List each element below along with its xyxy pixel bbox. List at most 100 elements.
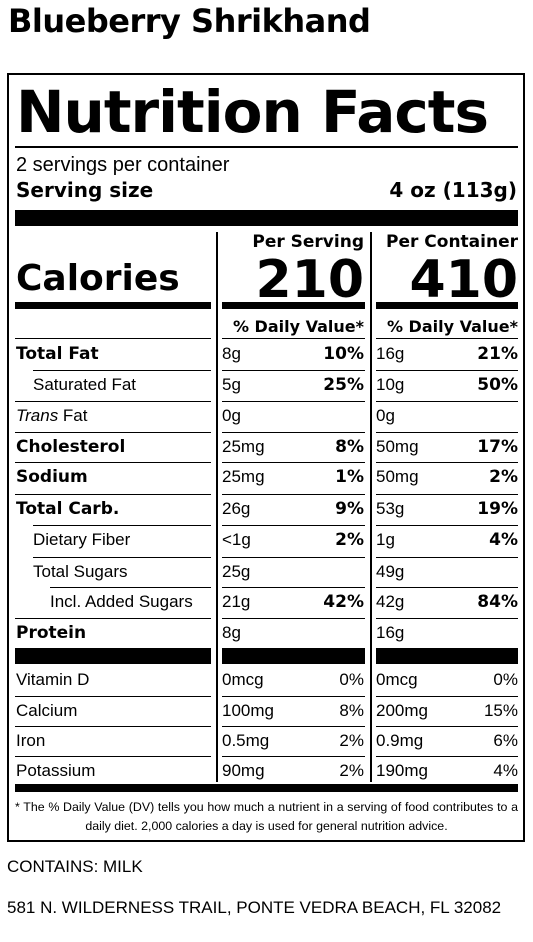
row-divider — [222, 557, 365, 558]
row-divider — [15, 696, 211, 697]
row-divider — [376, 696, 518, 697]
dv-per-serving: 1% — [335, 467, 364, 487]
amount-per-serving: 25mg — [222, 437, 265, 456]
nutrient-name-rest: Fat — [58, 406, 88, 425]
row-divider — [15, 432, 211, 433]
nutrient-name: Sodium — [16, 467, 88, 487]
amount-per-serving: <1g — [222, 530, 251, 549]
dv-per-container: 4% — [489, 530, 518, 550]
nutrient-name: Dietary Fiber — [33, 530, 131, 549]
nutrient-name: Incl. Added Sugars — [50, 592, 193, 611]
dv-per-serving: 10% — [323, 344, 364, 364]
row-divider — [376, 338, 518, 339]
amount-per-serving: 25mg — [222, 467, 265, 486]
dv-per-serving: 8% — [335, 437, 364, 457]
row-divider — [222, 370, 365, 371]
nutrient-name: Saturated Fat — [33, 375, 137, 394]
row-divider — [33, 525, 211, 526]
vitamin-amount-per-serving: 100mg — [222, 701, 274, 720]
calories-divider — [15, 302, 211, 309]
nutrition-facts-panel — [7, 73, 525, 842]
vitamin-amount-per-container: 200mg — [376, 701, 428, 720]
thick-divider — [15, 210, 518, 226]
calories-divider — [222, 302, 365, 309]
nutrient-name: Total Fat — [16, 344, 99, 364]
row-divider — [376, 557, 518, 558]
row-divider — [376, 618, 518, 619]
vitamin-amount-per-serving: 0.5mg — [222, 731, 270, 750]
vitamin-amount-per-serving: 90mg — [222, 761, 265, 780]
vitamin-dv-per-container: 15% — [483, 701, 518, 720]
amount-per-serving: 26g — [222, 499, 251, 518]
vitamin-name: Iron — [16, 731, 46, 750]
nutrient-name: Protein — [16, 623, 87, 643]
daily-value-header: % Daily Value* — [386, 317, 518, 336]
row-divider — [222, 696, 365, 697]
vitamin-amount-per-container: 0.9mg — [376, 731, 424, 750]
serving-size-label: Serving size — [16, 178, 154, 202]
dv-per-serving: 9% — [335, 499, 364, 519]
row-divider — [50, 587, 211, 588]
nutrient-name: Trans Fat — [16, 406, 88, 426]
row-divider — [222, 587, 365, 588]
footnote-divider — [15, 784, 518, 792]
amount-per-container: 50mg — [376, 467, 419, 486]
row-divider — [15, 462, 211, 463]
row-divider — [33, 370, 211, 371]
vitamin-dv-per-container: 6% — [493, 731, 518, 750]
vitamin-dv-per-serving: 8% — [339, 701, 364, 720]
thick-divider — [376, 648, 518, 664]
servings-per-container: 2 servings per container — [16, 154, 230, 176]
serving-size-value: 4 oz (113g) — [389, 178, 517, 202]
nutrient-name: Total Sugars — [33, 562, 128, 581]
dv-per-container: 50% — [477, 375, 518, 395]
row-divider — [376, 525, 518, 526]
per-container-header: Per Container — [386, 232, 518, 252]
daily-value-header: % Daily Value* — [232, 317, 364, 336]
vitamin-dv-per-container: 4% — [493, 761, 518, 780]
divider — [15, 146, 518, 148]
row-divider — [222, 618, 365, 619]
amount-per-container: 16g — [376, 623, 405, 642]
dv-per-container: 19% — [477, 499, 518, 519]
amount-per-container: 10g — [376, 375, 405, 394]
row-divider — [222, 432, 365, 433]
vitamin-dv-per-container: 0% — [493, 670, 518, 689]
dv-per-container: 84% — [477, 592, 518, 612]
calories-per-serving: 210 — [255, 250, 364, 310]
vitamin-name: Vitamin D — [16, 670, 90, 689]
row-divider — [222, 726, 365, 727]
row-divider — [15, 494, 211, 495]
daily-value-footnote: * The % Daily Value (DV) tells you how m… — [15, 800, 518, 833]
row-divider — [376, 401, 518, 402]
vitamin-dv-per-serving: 2% — [339, 761, 364, 780]
amount-per-serving: 8g — [222, 344, 241, 363]
row-divider — [222, 338, 365, 339]
row-divider — [376, 756, 518, 757]
amount-per-serving: 5g — [222, 375, 241, 394]
dv-per-container: 17% — [477, 437, 518, 457]
amount-per-container: 16g — [376, 344, 405, 363]
row-divider — [15, 618, 211, 619]
amount-per-container: 42g — [376, 592, 405, 611]
row-divider — [376, 462, 518, 463]
calories-per-container: 410 — [409, 250, 518, 310]
manufacturer-address: 581 N. WILDERNESS TRAIL, PONTE VEDRA BEA… — [7, 898, 502, 917]
row-divider — [222, 525, 365, 526]
vitamin-amount-per-container: 0mcg — [376, 670, 418, 689]
vitamin-amount-per-serving: 0mcg — [222, 670, 264, 689]
calories-label: Calories — [16, 258, 180, 299]
row-divider — [222, 494, 365, 495]
row-divider — [15, 756, 211, 757]
row-divider — [222, 462, 365, 463]
row-divider — [376, 494, 518, 495]
amount-per-serving: 0g — [222, 406, 241, 425]
dv-per-serving: 25% — [323, 375, 364, 395]
dv-per-serving: 2% — [335, 530, 364, 550]
nutrient-name: Cholesterol — [16, 437, 126, 457]
thick-divider — [15, 648, 211, 664]
amount-per-container: 0g — [376, 406, 395, 425]
calories-divider — [376, 302, 518, 309]
vitamin-dv-per-serving: 0% — [339, 670, 364, 689]
amount-per-container: 50mg — [376, 437, 419, 456]
